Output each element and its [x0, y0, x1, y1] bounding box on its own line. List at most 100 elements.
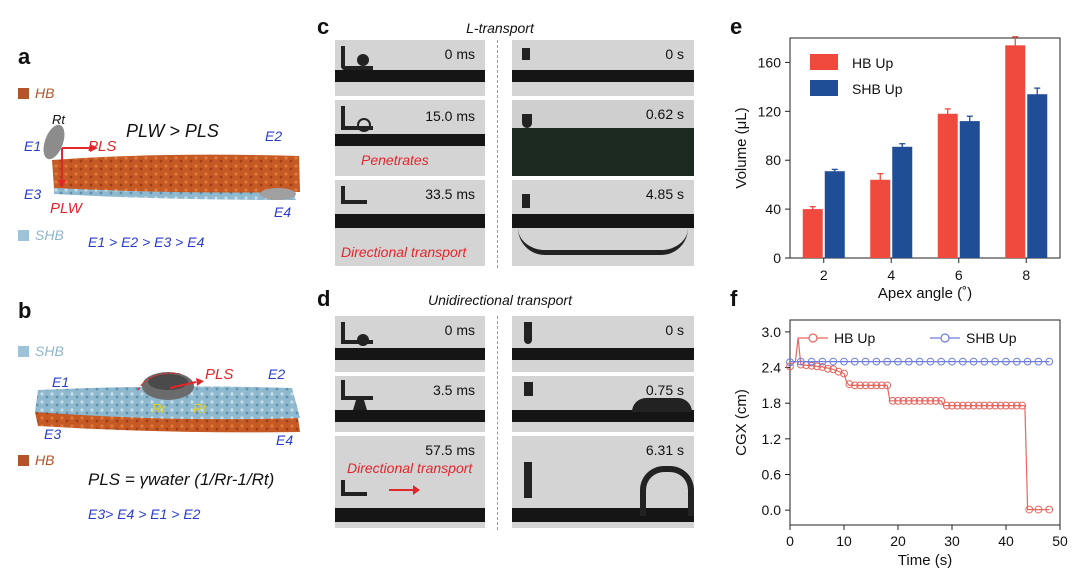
chart-e-plot-frame: [789, 37, 1061, 259]
panel-b-hb-legend: HB: [18, 452, 54, 468]
chart-f-marker-0-18: [888, 396, 897, 405]
chart-f-marker-1-16: [958, 357, 967, 366]
panel-b-e2: E2: [268, 366, 286, 382]
chart-f-marker-1-0: [786, 358, 794, 367]
chart-f-marker-1-10: [894, 357, 902, 366]
chart-f-xtick-label-2: 20: [890, 533, 906, 549]
panel-c-frame-left-3: 33.5 ms Directional transport: [335, 180, 485, 266]
chart-f-marker-1-3: [818, 357, 827, 366]
panel-a-inequality: E1 > E2 > E3 > E4: [88, 234, 205, 250]
panel-c-time-left-2: 15.0 ms: [425, 108, 475, 124]
panel-d-divider: [497, 316, 498, 530]
chart-e-xtick-label-0: 2: [820, 267, 828, 283]
panel-d-caption-directional: Directional transport: [347, 460, 473, 476]
chart-f-marker-0-39: [1002, 401, 1010, 410]
chart-e-ylabel: Volume (μL): [733, 107, 750, 188]
chart-e-legend-label-1: SHB Up: [852, 81, 903, 97]
panel-b-formula: PLS = γwater (1/Rr-1/Rt): [88, 470, 275, 489]
chart-f-marker-0-44: [1034, 505, 1043, 514]
pressure-eq-text: PLW > PLS: [126, 121, 219, 141]
panel-a-letter: a: [18, 44, 31, 69]
panel-d-letter: d: [317, 286, 331, 311]
panel-d-frame-right-1: 0 s: [512, 316, 694, 372]
chart-f-marker-0-4: [813, 362, 821, 371]
chart-f-legend-marker-0: [808, 333, 818, 343]
panel-d-time-left-3: 57.5 ms: [425, 442, 475, 458]
panel-c-time-left-1: 0 ms: [444, 46, 475, 62]
panel-d-time-right-1: 0 s: [665, 322, 684, 338]
chart-f-marker-0-22: [910, 396, 919, 405]
chart-f-marker-0-19: [894, 396, 902, 405]
chart-e-ytick-label-0: 0: [773, 250, 781, 266]
panel-f-letter: f: [730, 286, 738, 311]
panel-b-shb-legend: SHB: [18, 343, 64, 359]
panel-c-frame-right-1: 0 s: [512, 40, 694, 96]
chart-f-xlabel: Time (s): [898, 552, 952, 569]
panel-c-title: L-transport: [466, 20, 534, 36]
chart-f-marker-1-11: [904, 357, 913, 366]
panel-b-rr: Rr: [152, 401, 166, 416]
chart-f-marker-1-15: [948, 357, 956, 366]
chart-f-marker-0-26: [931, 396, 940, 405]
chart-f-legend-marker-1: [940, 333, 950, 343]
panel-b-e3: E3: [44, 426, 62, 442]
panel-d-time-right-2: 0.75 s: [645, 382, 684, 398]
chart-f-marker-0-33: [969, 401, 978, 410]
chart-f-marker-0-36: [985, 401, 994, 410]
chart-f-marker-0-11: [850, 381, 859, 390]
chart-f-marker-0-6: [823, 364, 832, 373]
chart-f-marker-0-38: [996, 401, 1005, 410]
chart-f-xtick-label-1: 10: [836, 533, 852, 549]
chart-f-legend-label-0: HB Up: [834, 330, 875, 346]
chart-f-marker-0-13: [861, 381, 870, 390]
chart-f-marker-0-8: [834, 367, 843, 376]
panel-c-frame-right-2: 0.62 s: [512, 100, 694, 176]
chart-f-marker-0-21: [904, 396, 913, 405]
panel-c-caption-penetrates: Penetrates: [361, 152, 429, 168]
panel-c-time-right-2: 0.62 s: [645, 106, 684, 122]
chart-e-bar-0-1: [870, 179, 891, 258]
chart-f-marker-0-5: [818, 363, 827, 371]
chart-f-marker-0-34: [975, 401, 983, 410]
chart-e-xtick-label-3: 8: [1022, 267, 1030, 283]
droplet-shape: [43, 124, 65, 160]
chart-f-marker-0-42: [1018, 401, 1027, 410]
chart-e-bar-0-3: [1005, 45, 1026, 258]
chart-e-xlabel: Apex angle (˚): [878, 285, 972, 302]
panel-c-frame-left-1: 0 ms: [335, 40, 485, 96]
chart-f-marker-0-32: [964, 401, 973, 410]
panel-c-time-right-3: 4.85 s: [645, 186, 684, 202]
chart-f-marker-1-12: [915, 357, 924, 366]
chart-f-ytick-label-4: 2.4: [762, 360, 782, 376]
chart-f-marker-1-23: [1034, 357, 1043, 366]
panel-b-e1: E1: [52, 374, 70, 390]
panel-e-letter: e: [730, 14, 743, 39]
panel-a-shb-legend: SHB: [18, 227, 64, 243]
panel-c-frame-left-2: 15.0 ms Penetrates: [335, 100, 485, 176]
chart-f-marker-0-23: [915, 396, 924, 405]
chart-f-marker-0-25: [926, 396, 935, 405]
panel-a-hb-legend: HB: [18, 85, 54, 101]
chart-f-xtick-label-5: 50: [1052, 533, 1068, 549]
chart-f-marker-1-8: [872, 357, 881, 366]
chart-f-marker-0-29: [948, 401, 956, 410]
chart-f-ytick-label-2: 1.2: [762, 431, 782, 447]
chart-e-bar-1-1: [892, 146, 913, 258]
panel-c-letter: c: [317, 14, 330, 39]
panel-b-e4: E4: [276, 432, 294, 448]
chart-f-marker-0-37: [991, 401, 1000, 410]
chart-f-marker-0-9: [840, 369, 848, 378]
chart-f-ytick-label-5: 3.0: [762, 324, 782, 340]
hb-swatch: [18, 88, 29, 99]
panel-d-frame-left-1: 0 ms: [335, 316, 485, 372]
panel-c-time-right-1: 0 s: [665, 46, 684, 62]
chart-f-marker-0-43: [1025, 505, 1034, 514]
chart-f-xtick-label-3: 30: [944, 533, 960, 549]
panel-d-title: Unidirectional transport: [428, 292, 572, 308]
panel-d-frame-right-2: 0.75 s: [512, 376, 694, 432]
panel-a-pressure-eq: PLW > PLS: [126, 121, 219, 142]
chart-f-marker-0-14: [867, 381, 875, 390]
chart-f-marker-1-13: [926, 357, 935, 366]
panel-b-letter: b: [18, 298, 32, 323]
chart-f-ytick-label-1: 0.6: [762, 466, 782, 482]
